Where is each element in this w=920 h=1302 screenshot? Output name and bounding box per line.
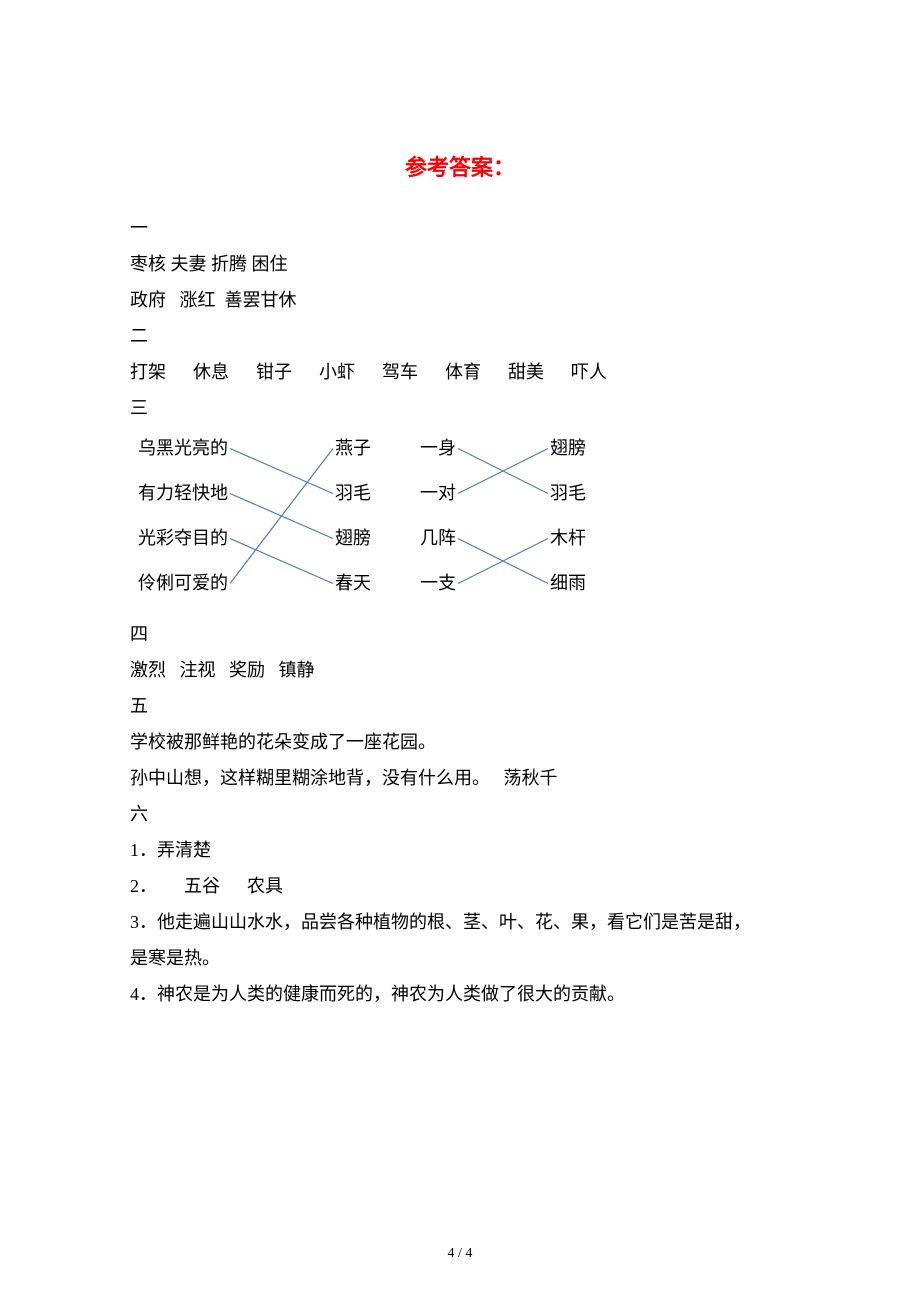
match-item: 春天 — [335, 561, 371, 606]
match-item: 有力轻快地 — [138, 471, 228, 516]
match-item: 羽毛 — [335, 471, 371, 516]
connection-lines — [130, 426, 790, 616]
section-header: 一 — [130, 210, 790, 246]
answer-line: 2． 五谷 农具 — [130, 868, 790, 904]
match-item: 木杆 — [550, 516, 586, 561]
match-item: 翅膀 — [335, 516, 371, 561]
answer-line: 3．他走遍山山水水，品尝各种植物的根、茎、叶、花、果，看它们是苦是甜， — [130, 904, 790, 940]
match-item: 光彩夺目的 — [138, 516, 228, 561]
section-header: 二 — [130, 318, 790, 354]
match-column-b: 燕子羽毛翅膀春天 — [335, 426, 371, 606]
section-header: 三 — [130, 390, 790, 426]
match-item: 一支 — [420, 561, 456, 606]
answer-line: 4．神农是为人类的健康而死的，神农为人类做了很大的贡献。 — [130, 976, 790, 1012]
match-item: 细雨 — [550, 561, 586, 606]
answer-line: 1．弄清楚 — [130, 832, 790, 868]
answer-line: 枣核 夫妻 折腾 困住 — [130, 246, 790, 282]
match-column-a: 乌黑光亮的有力轻快地光彩夺目的伶俐可爱的 — [138, 426, 228, 606]
page-number: 4 / 4 — [0, 1246, 920, 1262]
section-header: 五 — [130, 688, 790, 724]
answer-line: 打架 休息 钳子 小虾 驾车 体育 甜美 吓人 — [130, 354, 790, 390]
match-item: 乌黑光亮的 — [138, 426, 228, 471]
page-title: 参考答案： — [130, 150, 790, 182]
section-header: 四 — [130, 616, 790, 652]
match-item: 伶俐可爱的 — [138, 561, 228, 606]
section-header: 六 — [130, 796, 790, 832]
matching-diagram: 乌黑光亮的有力轻快地光彩夺目的伶俐可爱的 燕子羽毛翅膀春天 一身一对几阵一支 翅… — [130, 426, 790, 616]
match-item: 羽毛 — [550, 471, 586, 516]
answer-line: 孙中山想，这样糊里糊涂地背，没有什么用。 荡秋千 — [130, 760, 790, 796]
answer-line: 是寒是热。 — [130, 940, 790, 976]
match-item: 燕子 — [335, 426, 371, 471]
match-item: 翅膀 — [550, 426, 586, 471]
answer-line: 政府 涨红 善罢甘休 — [130, 282, 790, 318]
match-item: 一对 — [420, 471, 456, 516]
match-column-c: 一身一对几阵一支 — [420, 426, 456, 606]
answer-line: 学校被那鲜艳的花朵变成了一座花园。 — [130, 724, 790, 760]
match-column-d: 翅膀羽毛木杆细雨 — [550, 426, 586, 606]
answer-line: 激烈 注视 奖励 镇静 — [130, 652, 790, 688]
match-item: 一身 — [420, 426, 456, 471]
match-item: 几阵 — [420, 516, 456, 561]
document-page: 参考答案： 一 枣核 夫妻 折腾 困住 政府 涨红 善罢甘休 二 打架 休息 钳… — [0, 0, 920, 1012]
